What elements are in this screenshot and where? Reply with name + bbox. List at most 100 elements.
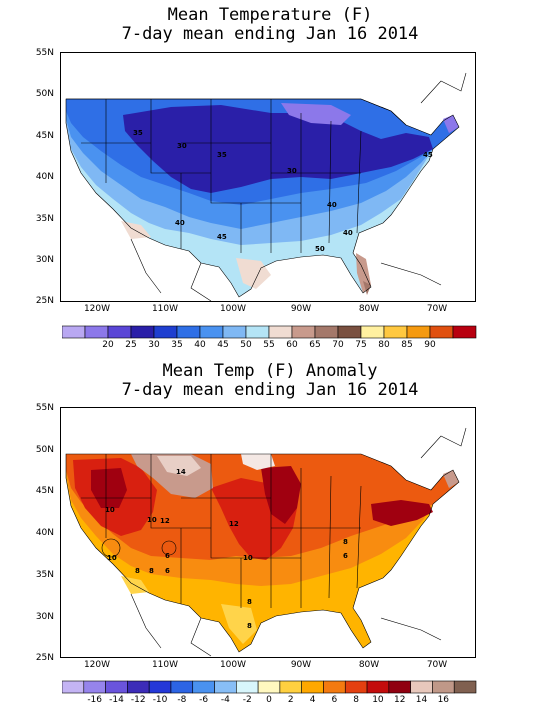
colorbar-swatch [432, 680, 455, 694]
us-region-light-brown [157, 456, 201, 476]
us-region-lavender [281, 103, 351, 125]
colorbar-swatch [62, 680, 85, 694]
colorbar-swatch [344, 680, 368, 694]
lon-label: 70W [426, 304, 448, 314]
colorbar-swatch [130, 325, 155, 339]
colorbar-label: 16 [437, 695, 450, 705]
contour-label: 35 [133, 129, 143, 137]
contour-label: 10 [243, 554, 253, 562]
mexico-coast [130, 238, 212, 301]
contour-label: 8 [247, 622, 252, 630]
lon-label: 120W [83, 304, 111, 314]
colorbar-swatch [366, 680, 390, 694]
lat-label: 55N [35, 403, 54, 413]
colorbar-swatch [170, 680, 194, 694]
colorbar-swatch [62, 325, 86, 339]
lat-label: 25N [35, 296, 54, 306]
lon-label: 70W [426, 660, 448, 670]
us-region-tan-tx [236, 258, 271, 289]
state-line [81, 99, 362, 253]
colorbar-swatch [406, 325, 431, 339]
colorbar-label: 65 [309, 340, 321, 350]
contour-label: 40 [175, 219, 185, 227]
contour-label: 30 [287, 167, 297, 175]
contour-label: 6 [165, 552, 170, 560]
colorbar-swatch [452, 325, 477, 339]
lat-label: 30N [35, 612, 54, 622]
lat-label: 50N [35, 89, 54, 99]
contour-label: 10 [147, 516, 157, 524]
canada-border [66, 98, 407, 126]
lon-label: 90W [290, 660, 312, 670]
anomaly-contour-labels: 14 10 10 12 12 10 10 8 6 6 8 8 8 8 6 [105, 468, 348, 630]
colorbar-swatch [83, 680, 106, 694]
temperature-map: 35 30 35 30 40 40 45 40 45 50 [60, 52, 476, 302]
colorbar-label: 90 [424, 340, 436, 350]
colorbar-label: 0 [266, 695, 272, 705]
contour-label: 8 [343, 538, 348, 546]
colorbar-label: -16 [87, 695, 103, 705]
lat-label: 25N [35, 653, 54, 663]
contour-label: 6 [343, 552, 348, 560]
anomaly-colorbar [62, 680, 477, 694]
colorbar-swatch [84, 325, 109, 339]
canada-coast [420, 72, 467, 104]
us-region-yellow-tx [221, 604, 257, 644]
contour-label: 8 [247, 598, 252, 606]
colorbar-label: -2 [242, 695, 252, 705]
contour-label: 6 [165, 567, 170, 575]
colorbar-label: 80 [378, 340, 390, 350]
contour-label: 12 [160, 517, 170, 525]
lon-label: 110W [151, 304, 179, 314]
lat-label: 45N [35, 131, 54, 141]
mexico-coast [130, 593, 212, 657]
colorbar-label: 85 [401, 340, 413, 350]
colorbar-swatch [279, 680, 302, 694]
colorbar-swatch [323, 680, 346, 694]
temperature-contour-labels: 35 30 35 30 40 40 45 40 45 50 [133, 129, 433, 253]
us-outline [65, 98, 460, 298]
lon-label: 110W [151, 660, 179, 670]
us-region-pale-brown [241, 454, 275, 470]
anomaly-title-line1: Mean Temp (F) Anomaly [162, 361, 378, 381]
colorbar-label: 12 [394, 695, 406, 705]
colorbar-swatch [148, 680, 172, 694]
lon-label: 120W [83, 660, 111, 670]
colorbar-label: 2 [287, 695, 294, 705]
us-outline [65, 453, 460, 653]
colorbar-swatch [314, 325, 339, 339]
temperature-colorbar [62, 325, 477, 339]
contour-label: 40 [327, 201, 337, 209]
colorbar-label: -6 [199, 695, 209, 705]
contour-label: 8 [135, 567, 140, 575]
colorbar-swatch [236, 680, 259, 694]
contour-circle [161, 540, 177, 556]
lon-label: 100W [219, 660, 247, 670]
contour-label: 45 [217, 233, 227, 241]
contour-label: 30 [177, 142, 187, 150]
lat-label: 50N [35, 445, 54, 455]
temperature-title-line2: 7-day mean ending Jan 16 2014 [121, 24, 419, 44]
colorbar-label: 6 [331, 695, 338, 705]
anomaly-title-line2: 7-day mean ending Jan 16 2014 [121, 380, 419, 400]
lat-label: 55N [35, 48, 54, 58]
contour-circle [101, 538, 121, 558]
colorbar-label: -10 [152, 695, 168, 705]
anomaly-map-svg: 14 10 10 12 12 10 10 8 6 6 8 8 8 8 6 [65, 427, 467, 657]
colorbar-swatch [105, 680, 128, 694]
colorbar-label: 14 [415, 695, 428, 705]
colorbar-label: -8 [177, 695, 187, 705]
contour-label: 8 [149, 567, 154, 575]
cuba-coast [380, 262, 442, 286]
colorbar-swatch [199, 325, 224, 339]
colorbar-swatch [383, 325, 408, 339]
colorbar-swatch [360, 325, 385, 339]
us-region-dark-red-ne [371, 500, 433, 526]
colorbar-label: 60 [286, 340, 298, 350]
colorbar-swatch [107, 325, 132, 339]
colorbar-swatch [453, 680, 477, 694]
contour-label: 45 [423, 151, 433, 159]
temperature-map-svg: 35 30 35 30 40 40 45 40 45 50 [65, 72, 467, 301]
contour-label: 12 [229, 520, 239, 528]
contour-label: 10 [105, 506, 115, 514]
